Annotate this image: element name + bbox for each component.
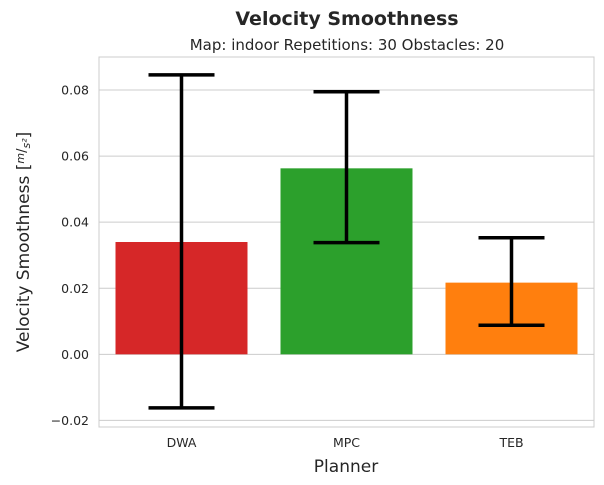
x-tick-label-dwa: DWA (167, 435, 197, 450)
y-tick-label: 0.06 (61, 149, 89, 164)
y-tick-label: 0.08 (61, 83, 89, 98)
y-tick-label: 0.00 (61, 347, 89, 362)
x-tick-labels: DWA MPC TEB (167, 435, 524, 450)
chart-subtitle: Map: indoor Repetitions: 30 Obstacles: 2… (190, 36, 505, 54)
y-axis-label-prefix: Velocity Smoothness [ (14, 164, 34, 353)
y-axis-label-unit-num: m (14, 153, 27, 164)
y-axis-label: Velocity Smoothness [m/s²] (14, 132, 34, 353)
y-axis-label-unit-den: s² (20, 138, 33, 149)
error-bars (148, 73, 545, 410)
y-tick-labels: −0.02 0.00 0.02 0.04 0.06 0.08 (51, 83, 89, 428)
chart-title: Velocity Smoothness (235, 8, 458, 30)
plot-frame (98, 56, 595, 428)
y-tick-label: 0.02 (61, 281, 89, 296)
y-axis-label-suffix: ] (14, 132, 34, 139)
x-tick-label-teb: TEB (498, 435, 523, 450)
y-tick-label: −0.02 (51, 413, 89, 428)
x-tick-label-mpc: MPC (333, 435, 360, 450)
svg-text:Velocity Smoothness [m/s²]: Velocity Smoothness [m/s²] (14, 132, 34, 353)
y-tick-label: 0.04 (61, 215, 89, 230)
x-axis-label: Planner (314, 457, 378, 477)
